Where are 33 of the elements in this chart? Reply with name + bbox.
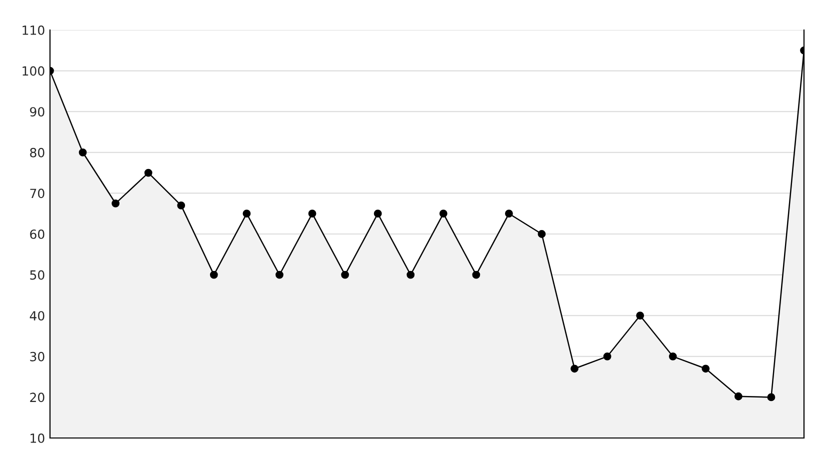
point xyxy=(177,201,186,210)
point xyxy=(603,352,612,360)
y-tick-label: 90 xyxy=(30,107,44,117)
y-tick-label: 10 xyxy=(30,433,44,443)
point xyxy=(439,210,448,218)
point xyxy=(734,392,742,400)
point xyxy=(78,148,87,156)
y-tick-label: 50 xyxy=(30,270,44,280)
point xyxy=(505,210,513,218)
y-tick-label: 80 xyxy=(30,148,44,158)
point xyxy=(570,364,578,373)
y-tick-label: 100 xyxy=(22,66,44,76)
point xyxy=(374,210,382,218)
y-tick-label: 110 xyxy=(22,25,44,35)
y-tick-label: 40 xyxy=(30,311,44,321)
point xyxy=(636,312,644,320)
point xyxy=(472,270,480,279)
y-tick-label: 30 xyxy=(30,352,44,362)
point xyxy=(406,270,415,279)
y-tick-label: 60 xyxy=(30,229,44,239)
point xyxy=(308,210,316,218)
point xyxy=(538,230,546,238)
point xyxy=(767,393,776,402)
y-tick-label: 70 xyxy=(30,188,44,198)
point xyxy=(144,168,152,177)
point xyxy=(341,270,349,279)
point xyxy=(112,199,120,208)
point xyxy=(210,270,218,279)
point xyxy=(276,270,284,279)
point xyxy=(242,210,251,218)
point xyxy=(668,352,677,360)
point xyxy=(702,364,710,373)
y-tick-label: 20 xyxy=(30,392,44,402)
